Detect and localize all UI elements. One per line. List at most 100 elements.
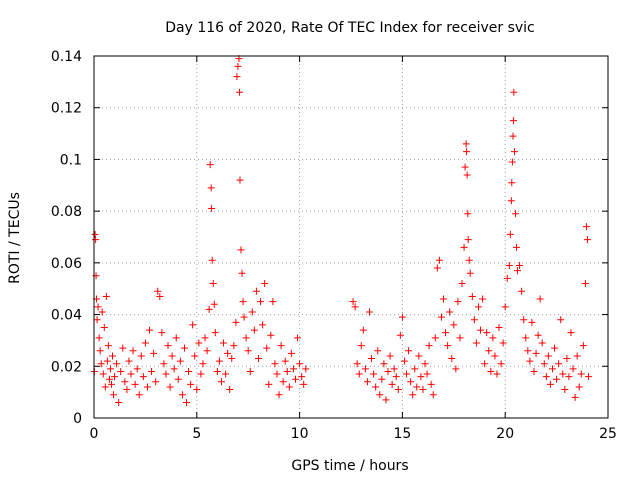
data-point	[269, 298, 277, 306]
y-tick-label: 0.14	[51, 49, 82, 65]
data-point	[507, 197, 515, 205]
data-point	[454, 298, 462, 306]
x-tick-label: 20	[496, 426, 514, 442]
data-point	[203, 347, 211, 355]
data-point	[271, 360, 279, 368]
data-point	[94, 303, 102, 311]
data-point	[567, 329, 575, 337]
data-point	[252, 287, 260, 295]
x-tick-label: 0	[90, 426, 99, 442]
y-tick-label: 0.12	[51, 101, 82, 117]
data-point	[421, 360, 429, 368]
data-point	[508, 158, 516, 166]
data-point	[506, 230, 514, 238]
x-tick-labels: 0 5 10 15 20 25	[90, 426, 617, 442]
data-point	[246, 367, 254, 375]
data-point	[534, 331, 542, 339]
data-point	[283, 367, 291, 375]
data-point	[442, 329, 450, 337]
data-point	[423, 370, 431, 378]
data-point	[571, 393, 579, 401]
data-point	[400, 357, 408, 365]
data-point	[499, 339, 507, 347]
data-point	[211, 329, 219, 337]
data-point	[361, 365, 369, 373]
data-point	[137, 352, 145, 360]
data-point	[224, 349, 232, 357]
data-point	[131, 380, 139, 388]
data-point	[152, 378, 160, 386]
x-tick-label: 25	[599, 426, 617, 442]
data-point	[205, 305, 213, 313]
x-axis-label: GPS time / hours	[291, 458, 408, 474]
data-point	[510, 148, 518, 156]
data-point	[162, 370, 170, 378]
y-tick-labels: 0 0.02 0.04 0.06 0.08 0.1 0.12 0.14	[51, 49, 82, 427]
data-point	[201, 334, 209, 342]
data-point	[510, 88, 518, 96]
data-point	[546, 380, 554, 388]
data-point	[178, 391, 186, 399]
data-point	[464, 210, 472, 218]
data-point	[236, 88, 244, 96]
data-point	[257, 298, 265, 306]
data-point	[396, 331, 404, 339]
data-point	[193, 386, 201, 394]
data-point	[101, 383, 109, 391]
data-point	[551, 344, 559, 352]
data-point	[209, 280, 217, 288]
data-point	[493, 370, 501, 378]
data-point	[300, 380, 308, 388]
data-point	[514, 267, 522, 275]
data-point	[298, 373, 306, 381]
data-point	[557, 316, 565, 324]
data-point	[583, 236, 591, 244]
data-point	[553, 375, 561, 383]
data-point	[106, 365, 114, 373]
data-point	[440, 295, 448, 303]
data-point	[444, 342, 452, 350]
data-point	[489, 334, 497, 342]
data-point	[242, 334, 250, 342]
data-point	[485, 347, 493, 355]
data-point	[526, 357, 534, 365]
data-point	[403, 370, 411, 378]
y-tick-label: 0	[73, 411, 82, 427]
data-point	[579, 342, 587, 350]
data-point	[141, 339, 149, 347]
x-tick-label: 10	[291, 426, 309, 442]
data-point	[536, 295, 544, 303]
data-point	[176, 357, 184, 365]
data-point	[513, 243, 521, 251]
y-tick-label: 0.1	[60, 152, 82, 168]
data-point	[222, 370, 230, 378]
data-point	[197, 370, 205, 378]
data-point	[93, 316, 101, 324]
data-point	[281, 357, 289, 365]
data-point	[296, 360, 304, 368]
data-point	[191, 352, 199, 360]
data-point	[565, 373, 573, 381]
data-point	[254, 355, 262, 363]
data-point	[123, 386, 131, 394]
data-point	[584, 373, 592, 381]
data-point	[150, 349, 158, 357]
data-point	[466, 269, 474, 277]
data-point	[384, 367, 392, 375]
data-point	[115, 398, 123, 406]
data-point	[180, 344, 188, 352]
data-point	[95, 334, 103, 342]
data-point	[425, 342, 433, 350]
data-point	[446, 308, 454, 316]
data-point	[563, 355, 571, 363]
data-point	[555, 360, 563, 368]
data-point	[508, 179, 516, 187]
data-point	[374, 347, 382, 355]
data-point	[129, 347, 137, 355]
data-point	[195, 339, 203, 347]
data-point	[477, 326, 485, 334]
data-point	[279, 378, 287, 386]
data-point	[183, 398, 191, 406]
data-point	[581, 280, 589, 288]
